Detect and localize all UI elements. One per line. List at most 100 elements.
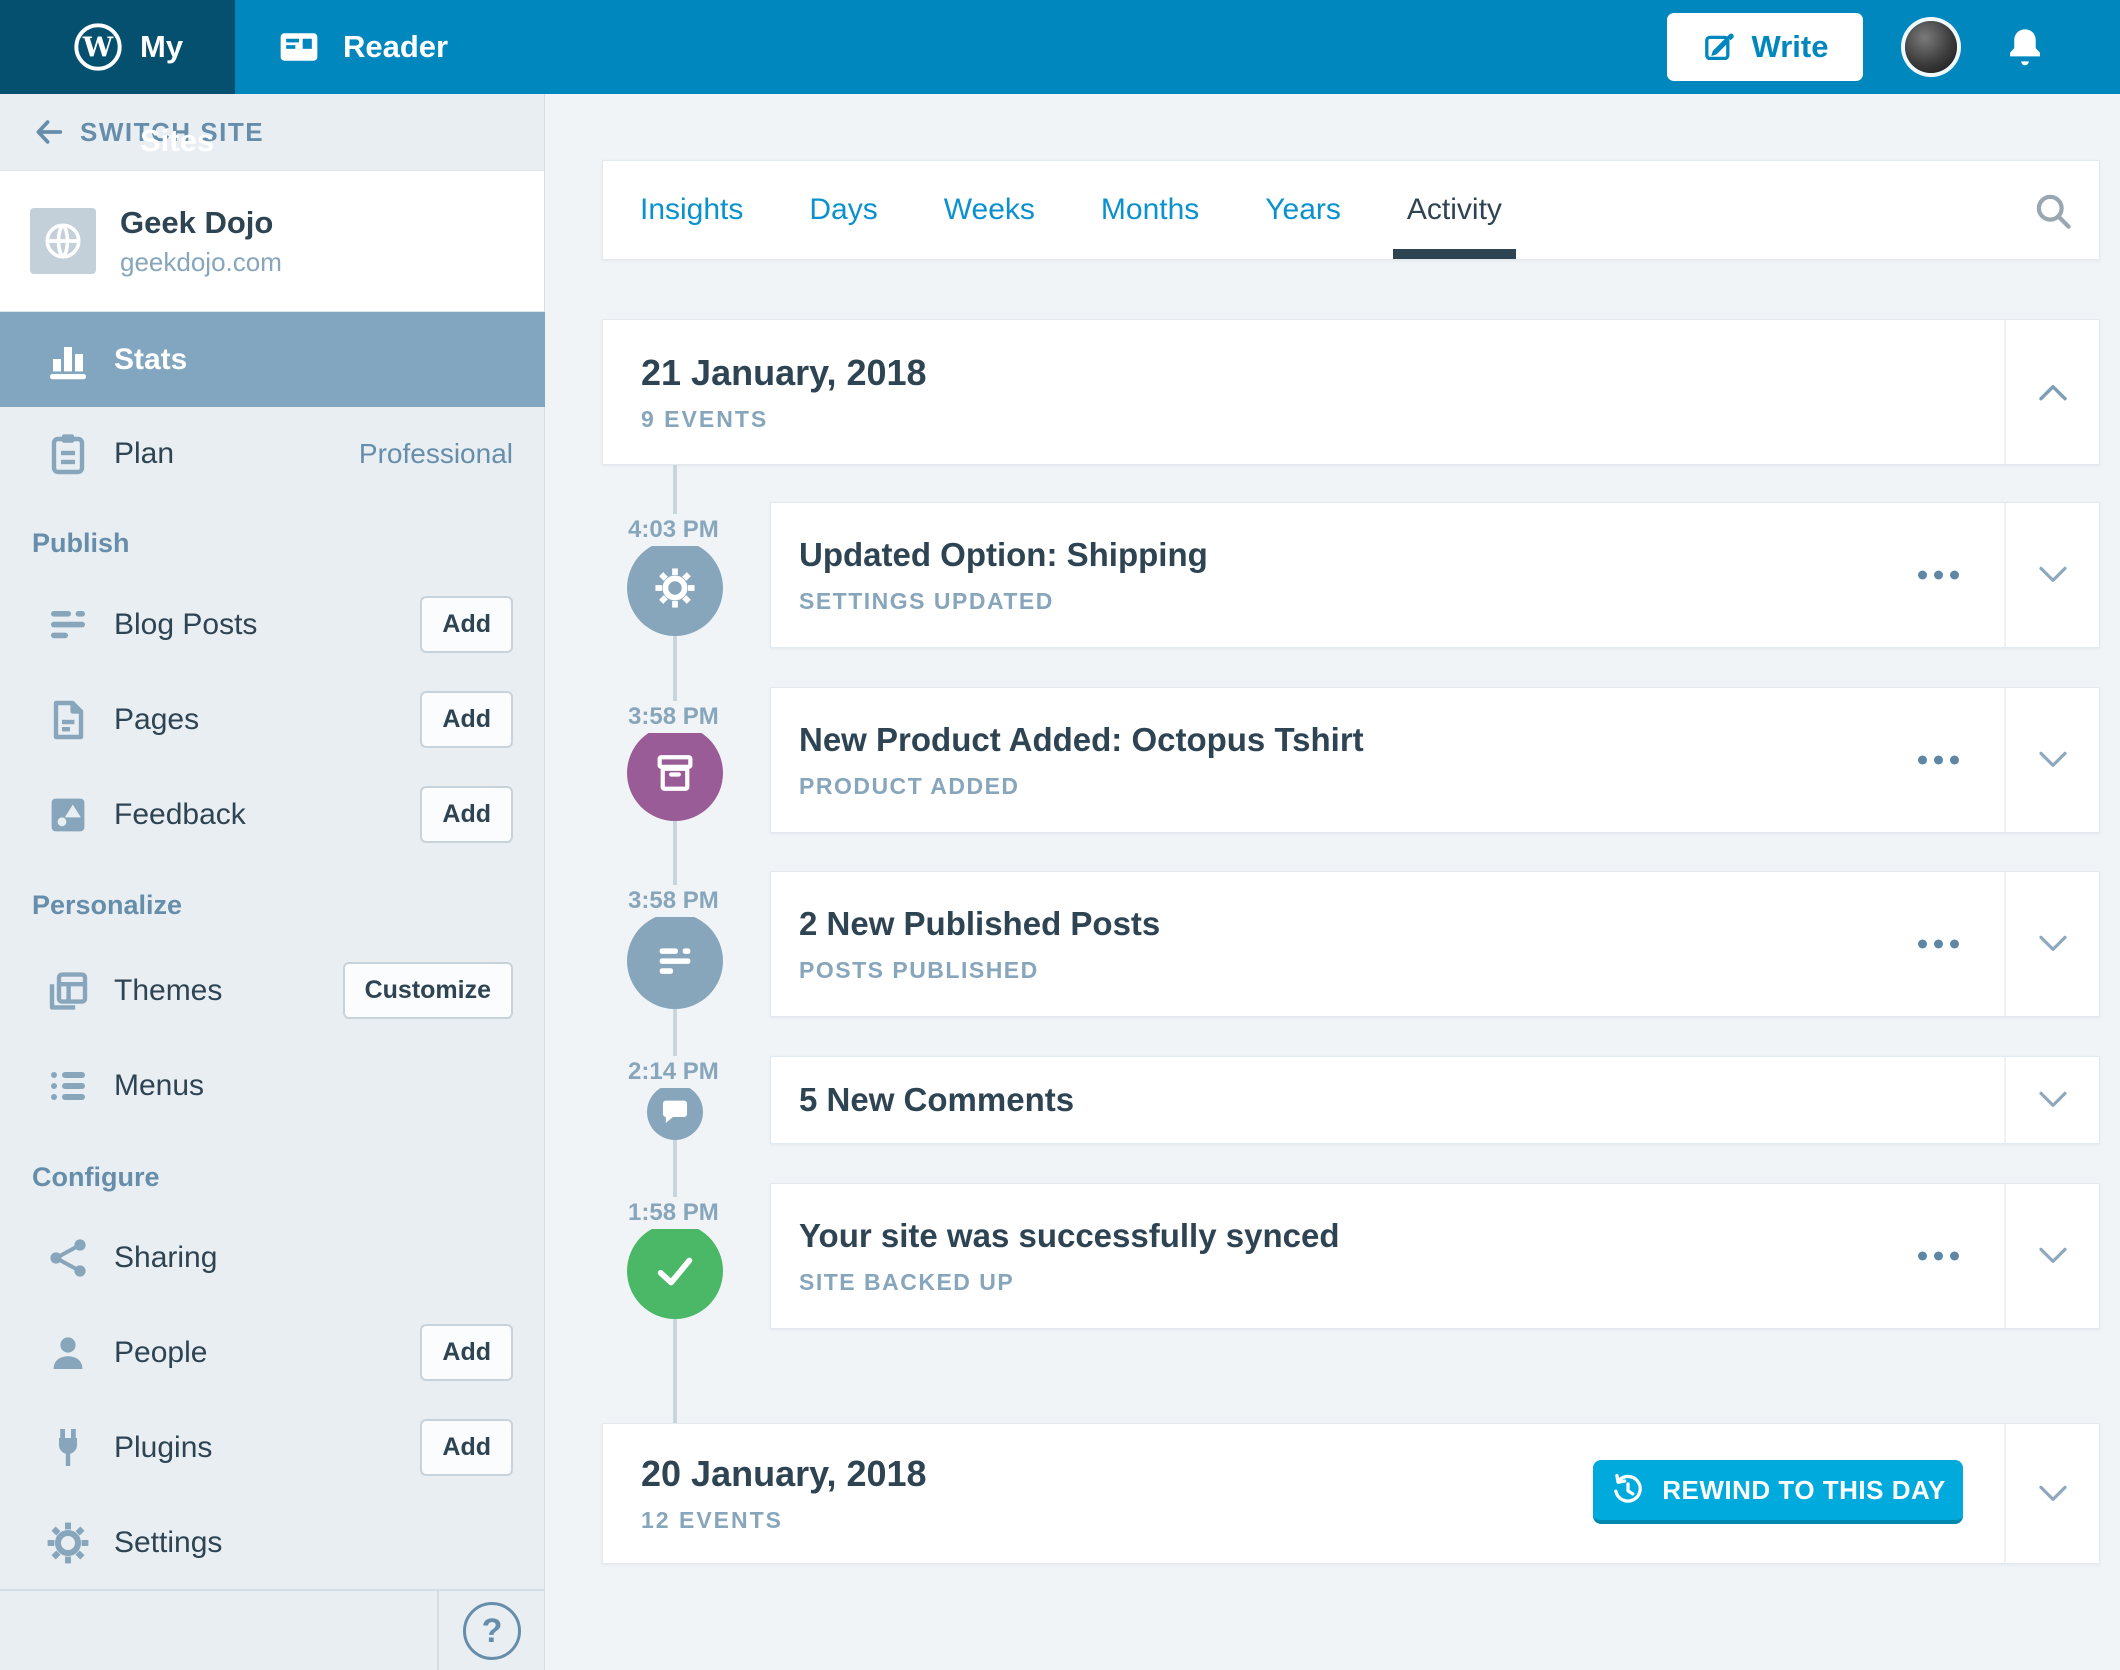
- sidebar-heading-configure: Configure: [32, 1162, 160, 1192]
- chevron-down-icon: [2038, 1485, 2067, 1501]
- write-button[interactable]: Write: [1667, 13, 1863, 81]
- sidebar-item-label: Stats: [114, 342, 188, 376]
- add-person-button[interactable]: Add: [420, 1324, 513, 1381]
- event-time: 4:03 PM: [628, 514, 729, 546]
- switch-site-button[interactable]: SWITCH SITE: [0, 94, 544, 170]
- event-title: 5 New Comments: [799, 1081, 1075, 1118]
- expand-event-button[interactable]: [2004, 872, 2099, 1016]
- my-sites-nav[interactable]: W My Sites: [0, 0, 235, 158]
- plug-icon: [44, 1424, 92, 1472]
- sidebar-item-themes[interactable]: Themes Customize: [0, 943, 545, 1038]
- sidebar-footer: ?: [0, 1589, 545, 1670]
- person-icon: [44, 1329, 92, 1377]
- more-actions-icon[interactable]: [1908, 746, 1969, 775]
- help-icon[interactable]: ?: [463, 1602, 521, 1660]
- event-title: 2 New Published Posts: [799, 904, 1161, 942]
- event-title: Your site was successfully synced: [799, 1216, 1340, 1254]
- sidebar-item-plan[interactable]: Plan Professional: [0, 406, 545, 501]
- add-plugin-button[interactable]: Add: [420, 1419, 513, 1476]
- chevron-down-icon: [2038, 751, 2067, 767]
- product-box-event-icon: [627, 725, 723, 821]
- tab-weeks[interactable]: Weeks: [943, 193, 1035, 226]
- wordpress-logo-icon: W: [72, 21, 124, 73]
- bar-chart-icon: [44, 336, 92, 384]
- notifications-bell-icon[interactable]: [2002, 24, 2048, 70]
- gear-icon: [44, 1519, 92, 1567]
- menus-list-icon: [44, 1062, 92, 1110]
- chevron-down-icon: [2038, 1247, 2067, 1263]
- event-title: New Product Added: Octopus Tshirt: [799, 720, 1364, 758]
- rewind-history-icon: [1614, 1473, 1643, 1503]
- day-date: 20 January, 2018: [641, 1453, 927, 1494]
- day-group-21-jan: 21 January, 2018 9 EVENTS: [602, 319, 2100, 465]
- sidebar-item-pages[interactable]: Pages Add: [0, 672, 545, 767]
- sidebar: SWITCH SITE Geek Dojo geekdojo.com Stats…: [0, 94, 545, 1670]
- back-arrow-icon: [32, 115, 66, 149]
- sidebar-item-people[interactable]: People Add: [0, 1305, 545, 1400]
- tab-activity[interactable]: Activity: [1392, 161, 1516, 259]
- sidebar-item-feedback[interactable]: Feedback Add: [0, 767, 545, 862]
- sidebar-item-label: Plan: [114, 436, 175, 470]
- expand-event-button[interactable]: [2004, 503, 2099, 647]
- comment-event-icon: [647, 1084, 703, 1140]
- event-time: 3:58 PM: [628, 701, 729, 733]
- event-time: 3:58 PM: [628, 885, 729, 917]
- sidebar-item-sharing[interactable]: Sharing: [0, 1210, 545, 1305]
- my-sites-label: My Sites: [140, 29, 215, 158]
- sidebar-item-label: Feedback: [114, 797, 246, 831]
- search-icon[interactable]: [2031, 189, 2075, 233]
- stats-nav-tabs: Insights Days Weeks Months Years Activit…: [602, 160, 2100, 260]
- event-card-posts-published: 2 New Published Posts POSTS PUBLISHED: [770, 871, 2100, 1017]
- svg-text:W: W: [82, 33, 114, 64]
- event-card-product-added: New Product Added: Octopus Tshirt PRODUC…: [770, 687, 2100, 833]
- day-events-count: 12 EVENTS: [641, 1507, 783, 1533]
- sidebar-heading-publish: Publish: [32, 528, 130, 558]
- more-actions-icon[interactable]: [1908, 930, 1969, 959]
- sidebar-item-stats[interactable]: Stats: [0, 312, 545, 407]
- switch-site-label: SWITCH SITE: [80, 116, 265, 147]
- chevron-down-icon: [2038, 566, 2067, 582]
- more-actions-icon[interactable]: [1908, 1242, 1969, 1271]
- checkmark-event-icon: [627, 1223, 723, 1319]
- masterbar: W My Sites Reader Write: [0, 0, 2120, 158]
- sidebar-item-label: Settings: [114, 1525, 223, 1559]
- tab-months[interactable]: Months: [1100, 193, 1200, 226]
- sidebar-item-menus[interactable]: Menus: [0, 1038, 545, 1133]
- current-site-card[interactable]: Geek Dojo geekdojo.com: [0, 170, 544, 312]
- expand-event-button[interactable]: [2004, 688, 2099, 832]
- sidebar-item-label: Sharing: [114, 1240, 218, 1274]
- sidebar-item-plugins[interactable]: Plugins Add: [0, 1400, 545, 1495]
- add-blog-post-button[interactable]: Add: [420, 596, 513, 653]
- event-category: SITE BACKED UP: [799, 1268, 1015, 1295]
- reader-label: Reader: [343, 29, 449, 64]
- sidebar-item-label: Pages: [114, 702, 200, 736]
- event-category: SETTINGS UPDATED: [799, 587, 1054, 614]
- reader-icon: [277, 25, 321, 69]
- page-icon: [44, 696, 92, 744]
- tab-days[interactable]: Days: [809, 193, 878, 226]
- day-group-20-jan: 20 January, 2018 12 EVENTS REWIND TO THI…: [602, 1423, 2100, 1564]
- expand-event-button[interactable]: [2004, 1184, 2099, 1328]
- add-page-button[interactable]: Add: [420, 691, 513, 748]
- expand-event-button[interactable]: [2004, 1057, 2099, 1143]
- sidebar-item-label: Themes: [114, 973, 223, 1007]
- sidebar-item-blog-posts[interactable]: Blog Posts Add: [0, 577, 545, 672]
- tab-insights[interactable]: Insights: [640, 193, 744, 226]
- user-avatar[interactable]: [1905, 21, 1957, 73]
- rewind-to-this-day-button[interactable]: REWIND TO THIS DAY: [1593, 1460, 1963, 1524]
- posts-lines-icon: [44, 601, 92, 649]
- customize-theme-button[interactable]: Customize: [342, 962, 513, 1019]
- sidebar-heading-personalize: Personalize: [32, 890, 183, 920]
- add-feedback-button[interactable]: Add: [420, 786, 513, 843]
- tab-years[interactable]: Years: [1265, 193, 1341, 226]
- day-events-count: 9 EVENTS: [641, 405, 769, 432]
- more-actions-icon[interactable]: [1908, 561, 1969, 590]
- sidebar-item-settings[interactable]: Settings: [0, 1495, 545, 1590]
- collapse-day-button[interactable]: [2004, 320, 2099, 464]
- reader-nav[interactable]: Reader: [235, 0, 448, 94]
- expand-day-button[interactable]: [2004, 1424, 2099, 1563]
- event-category: POSTS PUBLISHED: [799, 956, 1039, 983]
- sidebar-item-label: Blog Posts: [114, 607, 258, 641]
- posts-event-icon: [627, 913, 723, 1009]
